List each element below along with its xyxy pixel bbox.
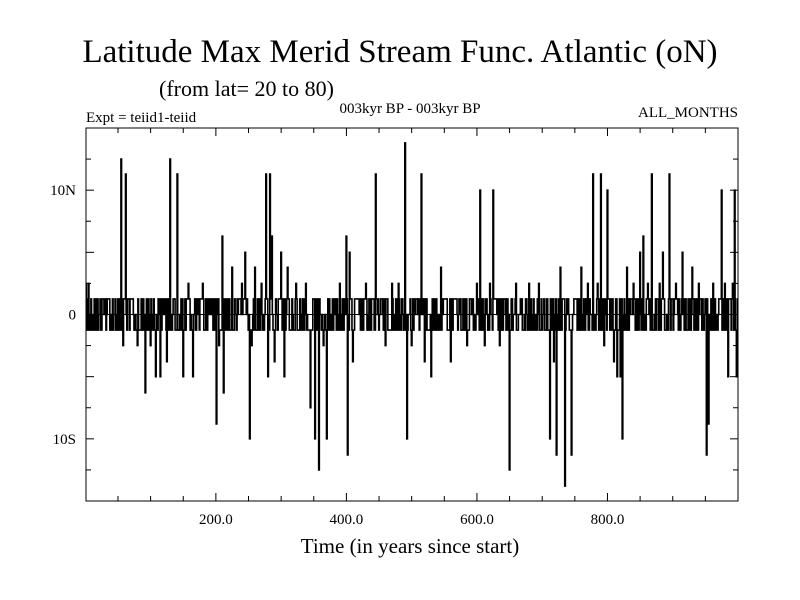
y-tick-label: 0 xyxy=(69,308,77,324)
chart-subtitle: (from lat= 20 to 80) xyxy=(159,76,334,101)
x-tick-label: 400.0 xyxy=(330,512,364,528)
y-tick-label: 10S xyxy=(53,432,76,448)
y-tick-label: 10N xyxy=(50,183,76,199)
y-tick-labels: 10N 0 10S xyxy=(50,183,76,448)
x-tick-label: 200.0 xyxy=(199,512,233,528)
series-line xyxy=(85,142,739,487)
x-tick-labels: 200.0 400.0 600.0 800.0 xyxy=(199,512,624,528)
x-tick-label: 600.0 xyxy=(460,512,494,528)
x-axis-label: Time (in years since start) xyxy=(301,534,520,558)
minor-ticks xyxy=(86,128,738,501)
period-label: 003kyr BP - 003kyr BP xyxy=(339,101,481,117)
chart-title: Latitude Max Merid Stream Func. Atlantic… xyxy=(82,34,718,70)
x-tick-label: 800.0 xyxy=(591,512,625,528)
months-label: ALL_MONTHS xyxy=(638,105,738,121)
experiment-label: Expt = teiid1-teiid xyxy=(86,110,197,126)
